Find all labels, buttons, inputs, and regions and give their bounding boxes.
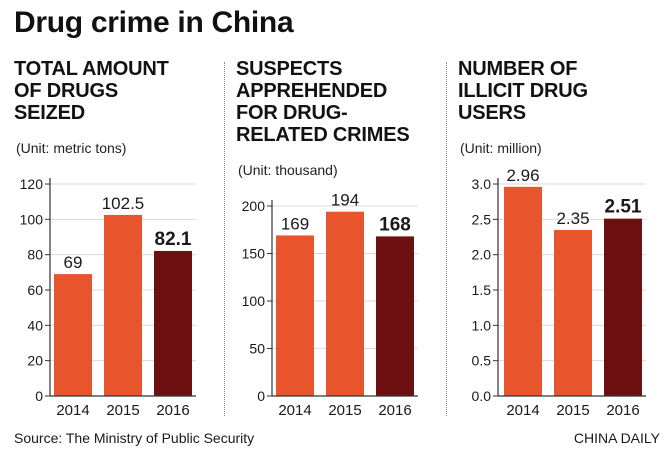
y-tick-label: 20 — [27, 353, 43, 369]
x-tick-label: 2015 — [556, 402, 589, 419]
y-tick-label: 0 — [257, 388, 265, 404]
y-tick-label: 0.0 — [472, 388, 492, 404]
data-label: 194 — [331, 191, 359, 210]
y-tick-label: 1.0 — [472, 317, 492, 333]
unit-label: (Unit: metric tons) — [16, 140, 127, 156]
y-tick-label: 0 — [35, 388, 43, 404]
bar — [54, 274, 92, 396]
data-label: 2.96 — [506, 166, 539, 185]
y-tick-label: 100 — [242, 293, 266, 309]
data-label: 82.1 — [155, 229, 192, 250]
bar — [154, 250, 192, 396]
y-tick-label: 150 — [242, 246, 266, 262]
unit-label: (Unit: thousand) — [238, 162, 338, 178]
x-tick-label: 2014 — [506, 402, 539, 419]
bar-chart-suspects: 0 50 100 150 200 169 2014 194 2015 168 2016 — [242, 191, 418, 419]
x-tick-label: 2015 — [328, 402, 361, 419]
bar — [104, 214, 142, 396]
y-tick-label: 3.0 — [472, 176, 492, 192]
y-tick-label: 100 — [20, 211, 44, 227]
y-tick-label: 1.5 — [472, 282, 492, 298]
y-tick-label: 40 — [27, 317, 43, 333]
data-label: 2.51 — [605, 197, 642, 218]
data-label: 102.5 — [102, 194, 145, 213]
y-tick-label: 60 — [27, 282, 43, 298]
data-label: 69 — [64, 253, 83, 272]
y-tick-label: 50 — [249, 341, 265, 357]
bar — [554, 229, 592, 396]
y-tick-label: 200 — [242, 198, 266, 214]
y-tick-label: 80 — [27, 247, 43, 263]
bar — [604, 218, 642, 396]
chart-panel-drugs-seized: TOTAL AMOUNT OF DRUGS SEIZED (Unit: metr… — [14, 58, 220, 428]
x-tick-label: 2016 — [156, 402, 189, 419]
data-label: 2.35 — [556, 209, 589, 228]
panel-divider — [224, 62, 225, 416]
data-label: 169 — [281, 214, 309, 233]
y-tick-label: 2.5 — [472, 211, 492, 227]
panel-title: SUSPECTS APPREHENDED FOR DRUG- RELATED C… — [236, 58, 410, 146]
panel-divider — [446, 62, 447, 416]
y-tick-label: 2.0 — [472, 247, 492, 263]
bar-chart-drug-users: 0.0 0.5 1.0 1.5 2.0 2.5 3.0 2.96 2014 2.35 2015 2.5… — [472, 166, 646, 419]
x-tick-label: 2014 — [278, 402, 311, 419]
chart-panel-drug-users: NUMBER OF ILLICIT DRUG USERS (Unit: mill… — [458, 58, 664, 428]
unit-label: (Unit: million) — [460, 140, 542, 156]
data-label: 168 — [379, 214, 411, 235]
bar — [326, 211, 364, 396]
panel-title: TOTAL AMOUNT OF DRUGS SEIZED — [14, 58, 169, 124]
publisher-credit: CHINA DAILY — [573, 430, 660, 446]
chart-panel-suspects: SUSPECTS APPREHENDED FOR DRUG- RELATED C… — [236, 58, 436, 428]
x-tick-label: 2016 — [378, 402, 411, 419]
y-tick-label: 120 — [20, 176, 44, 192]
bar-chart-drugs-seized: 0 20 40 60 80 100 120 69 2014 102.5 2015 82.1 2016 — [20, 176, 196, 419]
source-note: Source: The Ministry of Public Security — [14, 430, 255, 446]
panel-title: NUMBER OF ILLICIT DRUG USERS — [458, 58, 588, 124]
bar — [276, 235, 314, 396]
bar — [504, 186, 542, 396]
x-tick-label: 2015 — [106, 402, 139, 419]
x-tick-label: 2014 — [56, 402, 89, 419]
x-tick-label: 2016 — [606, 402, 639, 419]
y-tick-label: 0.5 — [472, 353, 492, 369]
bar — [376, 236, 414, 396]
page-title: Drug crime in China — [14, 6, 294, 39]
